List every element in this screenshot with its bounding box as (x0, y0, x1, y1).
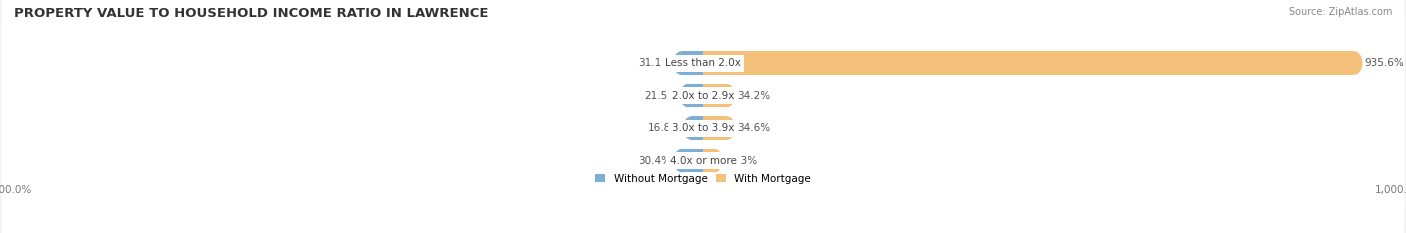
Ellipse shape (673, 51, 690, 75)
Bar (703, 51, 1354, 75)
Text: 2.0x to 2.9x: 2.0x to 2.9x (672, 91, 734, 101)
Bar (703, 116, 727, 140)
Text: 935.6%: 935.6% (1365, 58, 1405, 68)
FancyBboxPatch shape (1, 0, 1405, 206)
Ellipse shape (718, 116, 735, 140)
Ellipse shape (718, 84, 735, 107)
Ellipse shape (706, 149, 723, 172)
Text: 16.8%: 16.8% (648, 123, 681, 133)
FancyBboxPatch shape (1, 17, 1405, 233)
Bar (688, 84, 703, 107)
Text: 30.4%: 30.4% (638, 156, 672, 166)
Ellipse shape (679, 84, 696, 107)
Ellipse shape (1346, 51, 1362, 75)
Bar (703, 84, 727, 107)
Text: 34.2%: 34.2% (737, 91, 770, 101)
FancyBboxPatch shape (1, 50, 1405, 233)
Text: 31.1%: 31.1% (638, 58, 671, 68)
Ellipse shape (683, 116, 700, 140)
Legend: Without Mortgage, With Mortgage: Without Mortgage, With Mortgage (591, 169, 815, 188)
Text: 3.0x to 3.9x: 3.0x to 3.9x (672, 123, 734, 133)
Text: 21.5%: 21.5% (644, 91, 678, 101)
Bar (692, 116, 703, 140)
Text: Source: ZipAtlas.com: Source: ZipAtlas.com (1288, 7, 1392, 17)
Text: PROPERTY VALUE TO HOUSEHOLD INCOME RATIO IN LAWRENCE: PROPERTY VALUE TO HOUSEHOLD INCOME RATIO… (14, 7, 488, 20)
FancyBboxPatch shape (1, 0, 1405, 174)
Text: 16.3%: 16.3% (724, 156, 758, 166)
Text: Less than 2.0x: Less than 2.0x (665, 58, 741, 68)
Bar (703, 149, 714, 172)
Text: 4.0x or more: 4.0x or more (669, 156, 737, 166)
Bar (682, 149, 703, 172)
Text: 34.6%: 34.6% (738, 123, 770, 133)
Bar (682, 51, 703, 75)
Ellipse shape (673, 149, 690, 172)
